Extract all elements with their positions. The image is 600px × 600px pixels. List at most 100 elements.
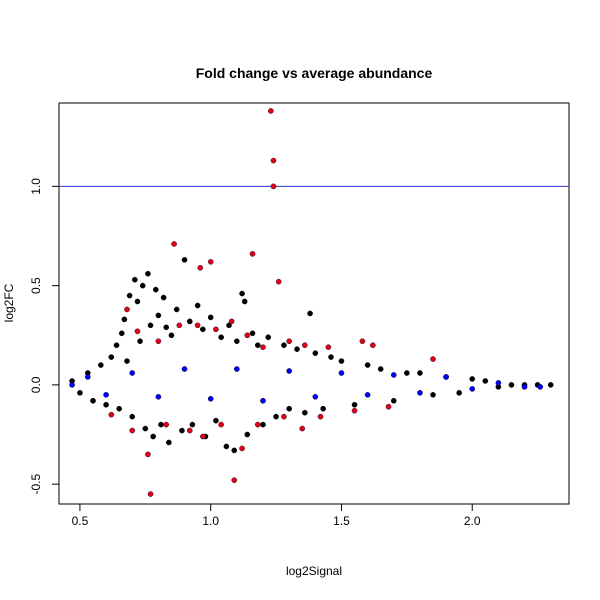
red-data-point: [171, 241, 177, 247]
red-data-point: [275, 278, 282, 285]
blue-data-point: [155, 394, 162, 400]
black-data-point: [320, 405, 326, 412]
blue-data-point: [443, 374, 449, 380]
black-data-point: [137, 338, 143, 345]
red-data-point: [254, 421, 261, 428]
red-data-point: [370, 342, 376, 348]
red-data-point: [213, 326, 219, 333]
black-data-point: [456, 390, 462, 396]
black-data-point: [108, 354, 115, 360]
red-data-point: [299, 425, 306, 432]
red-points-series: [108, 108, 436, 497]
black-data-point: [302, 409, 308, 416]
black-data-point: [116, 405, 122, 412]
red-data-point: [351, 407, 358, 414]
red-data-point: [207, 259, 214, 265]
x-axis-label: log2Signal: [286, 564, 342, 578]
blue-data-point: [364, 392, 371, 398]
blue-data-point: [234, 366, 240, 372]
blue-data-point: [286, 368, 292, 374]
black-data-point: [430, 392, 436, 398]
black-data-point: [286, 405, 292, 412]
blue-points-series: [69, 366, 544, 404]
black-data-point: [260, 421, 266, 428]
black-data-point: [121, 316, 128, 323]
black-data-point: [377, 366, 384, 372]
black-data-point: [404, 370, 410, 376]
black-data-point: [265, 334, 272, 341]
x-axis: 0.5 1.0 1.5 2.0: [72, 503, 481, 528]
blue-data-point: [181, 366, 188, 372]
red-data-point: [124, 306, 130, 313]
black-data-point: [281, 342, 287, 348]
black-data-point: [294, 346, 300, 352]
black-data-point: [218, 334, 224, 341]
black-data-point: [134, 298, 141, 305]
blue-data-point: [312, 394, 319, 400]
red-data-point: [176, 322, 183, 329]
blue-data-point: [537, 384, 544, 390]
x-tick-label: 1.5: [333, 514, 350, 528]
black-data-point: [207, 314, 214, 321]
red-data-point: [163, 421, 170, 428]
black-data-point: [113, 342, 120, 348]
black-data-point: [351, 401, 358, 408]
black-points-series: [69, 257, 554, 454]
red-data-point: [108, 411, 115, 418]
black-data-point: [103, 401, 109, 408]
blue-data-point: [390, 372, 397, 378]
blue-data-point: [129, 370, 136, 376]
chart-title: Fold change vs average abundance: [196, 65, 433, 81]
red-data-point: [145, 451, 151, 458]
y-axis-label: log2FC: [2, 283, 16, 322]
black-data-point: [364, 362, 371, 368]
blue-data-point: [84, 374, 91, 380]
red-data-point: [129, 427, 136, 434]
black-data-point: [181, 257, 188, 263]
black-data-point: [223, 443, 230, 450]
red-data-point: [147, 491, 154, 497]
y-tick-label: 1.0: [29, 178, 43, 195]
black-data-point: [239, 290, 245, 297]
black-data-point: [231, 447, 238, 454]
black-data-point: [160, 294, 167, 301]
black-data-point: [77, 390, 83, 396]
red-data-point: [231, 477, 238, 483]
black-data-point: [147, 322, 154, 329]
blue-data-point: [207, 395, 214, 402]
red-data-point: [244, 332, 251, 339]
black-data-point: [118, 330, 125, 337]
blue-data-point: [495, 380, 502, 386]
red-data-point: [359, 338, 366, 345]
black-data-point: [166, 439, 172, 446]
red-data-point: [228, 318, 235, 325]
black-data-point: [482, 378, 489, 384]
y-tick-label: 0.5: [29, 277, 43, 294]
black-data-point: [186, 318, 193, 325]
black-data-point: [126, 292, 133, 299]
data-points: [69, 108, 554, 497]
x-tick-label: 2.0: [464, 514, 481, 528]
red-data-point: [385, 403, 392, 410]
blue-data-point: [260, 397, 266, 404]
black-data-point: [273, 413, 279, 420]
y-tick-label: -0.5: [29, 473, 43, 494]
red-data-point: [281, 413, 287, 420]
x-tick-label: 0.5: [72, 514, 89, 528]
red-data-point: [286, 338, 292, 345]
black-data-point: [338, 358, 345, 364]
black-data-point: [547, 382, 554, 388]
black-data-point: [508, 382, 515, 388]
y-tick-label: 0.0: [29, 376, 43, 393]
black-data-point: [234, 338, 240, 345]
black-data-point: [390, 397, 397, 404]
black-data-point: [163, 324, 170, 331]
black-data-point: [189, 421, 196, 428]
blue-data-point: [417, 390, 423, 396]
black-data-point: [173, 306, 180, 313]
black-data-point: [417, 370, 423, 376]
blue-data-point: [469, 386, 476, 392]
red-data-point: [155, 338, 162, 345]
red-data-point: [268, 108, 274, 114]
